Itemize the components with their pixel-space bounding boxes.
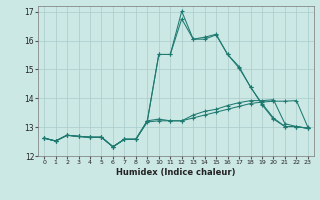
X-axis label: Humidex (Indice chaleur): Humidex (Indice chaleur)	[116, 168, 236, 177]
